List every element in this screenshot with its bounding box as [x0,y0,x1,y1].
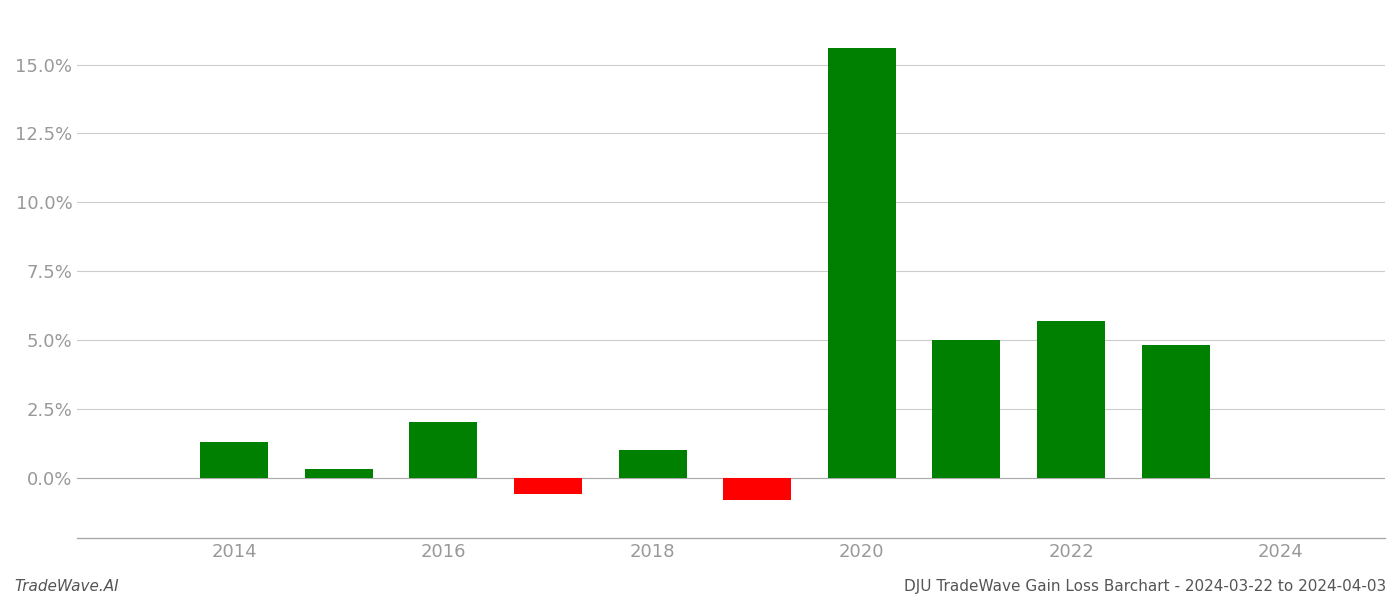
Bar [409,422,477,478]
Bar [1142,346,1210,478]
Bar [200,442,267,478]
Bar [619,450,686,478]
Bar [827,48,896,478]
Text: TradeWave.AI: TradeWave.AI [14,579,119,594]
Bar [1037,320,1105,478]
Bar [305,469,372,478]
Bar [932,340,1001,478]
Bar [514,478,582,494]
Text: DJU TradeWave Gain Loss Barchart - 2024-03-22 to 2024-04-03: DJU TradeWave Gain Loss Barchart - 2024-… [904,579,1386,594]
Bar [724,478,791,500]
